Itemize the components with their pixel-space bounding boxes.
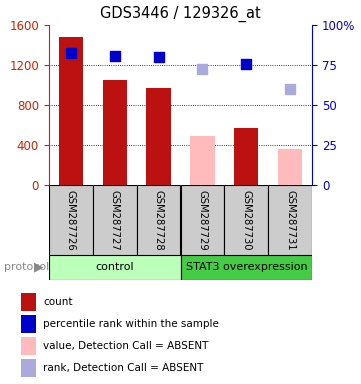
Text: GSM287727: GSM287727 (110, 190, 119, 250)
Text: GSM287731: GSM287731 (285, 190, 295, 250)
Bar (21, 293, 36, 311)
Text: GSM287728: GSM287728 (153, 190, 164, 250)
Point (112, 53, 117, 59)
Bar (21, 337, 36, 355)
Text: rank, Detection Call = ABSENT: rank, Detection Call = ABSENT (43, 363, 204, 373)
Point (68, 50, 74, 56)
Title: GDS3446 / 129326_at: GDS3446 / 129326_at (100, 6, 261, 22)
Bar (49, 255, 180, 280)
Text: percentile rank within the sample: percentile rank within the sample (43, 319, 219, 329)
Bar (180, 255, 312, 280)
Point (287, 86, 293, 92)
Bar (103, 80, 127, 185)
Point (156, 54, 161, 60)
Bar (136, 185, 180, 255)
Bar (21, 359, 36, 377)
Bar (58, 37, 83, 185)
Bar (180, 185, 225, 255)
Bar (278, 149, 303, 185)
Bar (147, 88, 171, 185)
Bar (268, 185, 312, 255)
Point (200, 66, 205, 72)
Text: ▶: ▶ (34, 260, 44, 273)
Text: protocol: protocol (4, 262, 49, 272)
Bar (225, 185, 268, 255)
Bar (190, 136, 214, 185)
Point (243, 61, 249, 67)
Text: count: count (43, 297, 73, 307)
Text: control: control (95, 263, 134, 273)
Text: GSM287726: GSM287726 (66, 190, 76, 250)
Text: GSM287729: GSM287729 (197, 190, 208, 250)
Text: STAT3 overexpression: STAT3 overexpression (186, 263, 307, 273)
Bar (93, 185, 136, 255)
Bar (234, 128, 258, 185)
Bar (21, 315, 36, 333)
Bar (49, 185, 93, 255)
Text: GSM287730: GSM287730 (242, 190, 251, 250)
Text: value, Detection Call = ABSENT: value, Detection Call = ABSENT (43, 341, 209, 351)
